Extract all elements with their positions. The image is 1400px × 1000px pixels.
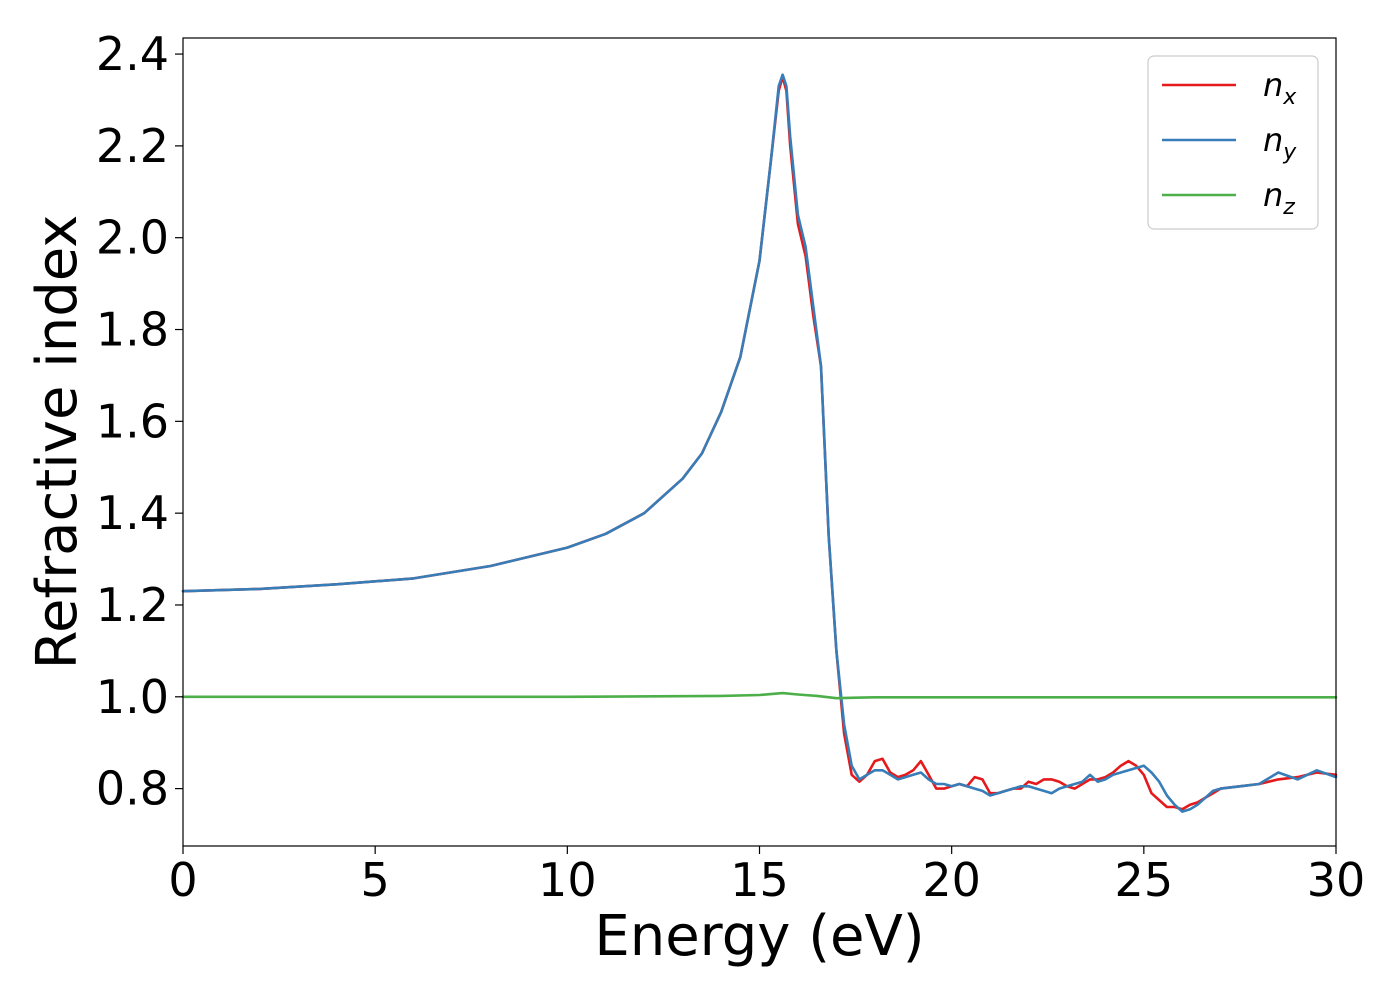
legend-label-nz: nz [1263,176,1295,220]
legend: nx ny nz [1147,55,1319,230]
x-tick-label: 15 [730,853,789,907]
legend-label-nx: nx [1263,66,1297,110]
x-tick-label: 0 [168,853,197,907]
y-axis-ticks: 0.8 1.0 1.2 1.4 1.6 1.8 2.0 2.2 2.4 [96,27,183,816]
x-tick-label: 10 [538,853,597,907]
series-line-ny [181,73,1338,813]
y-tick-label: 1.6 [96,394,169,448]
x-axis-label: Energy (eV) [594,904,924,969]
x-tick-label: 5 [361,853,390,907]
y-tick-label: 2.2 [96,119,169,173]
x-tick-label: 25 [1115,853,1174,907]
series-layer [181,73,1338,813]
y-tick-label: 2.0 [96,211,169,265]
x-axis-ticks: 0 5 10 15 20 25 30 [168,846,1365,907]
x-tick-label: 20 [922,853,981,907]
y-tick-label: 1.4 [96,486,169,540]
y-tick-label: 1.8 [96,303,169,357]
plot-area [183,38,1336,846]
y-tick-label: 0.8 [96,762,169,816]
x-tick-label: 30 [1307,853,1366,907]
legend-label-ny: ny [1263,121,1297,165]
legend-box [1147,55,1319,230]
y-tick-label: 2.4 [96,27,169,81]
y-tick-label: 1.0 [96,670,169,724]
y-axis-label: Refractive index [25,215,90,670]
series-line-nz [181,691,1338,700]
y-tick-label: 1.2 [96,578,169,632]
